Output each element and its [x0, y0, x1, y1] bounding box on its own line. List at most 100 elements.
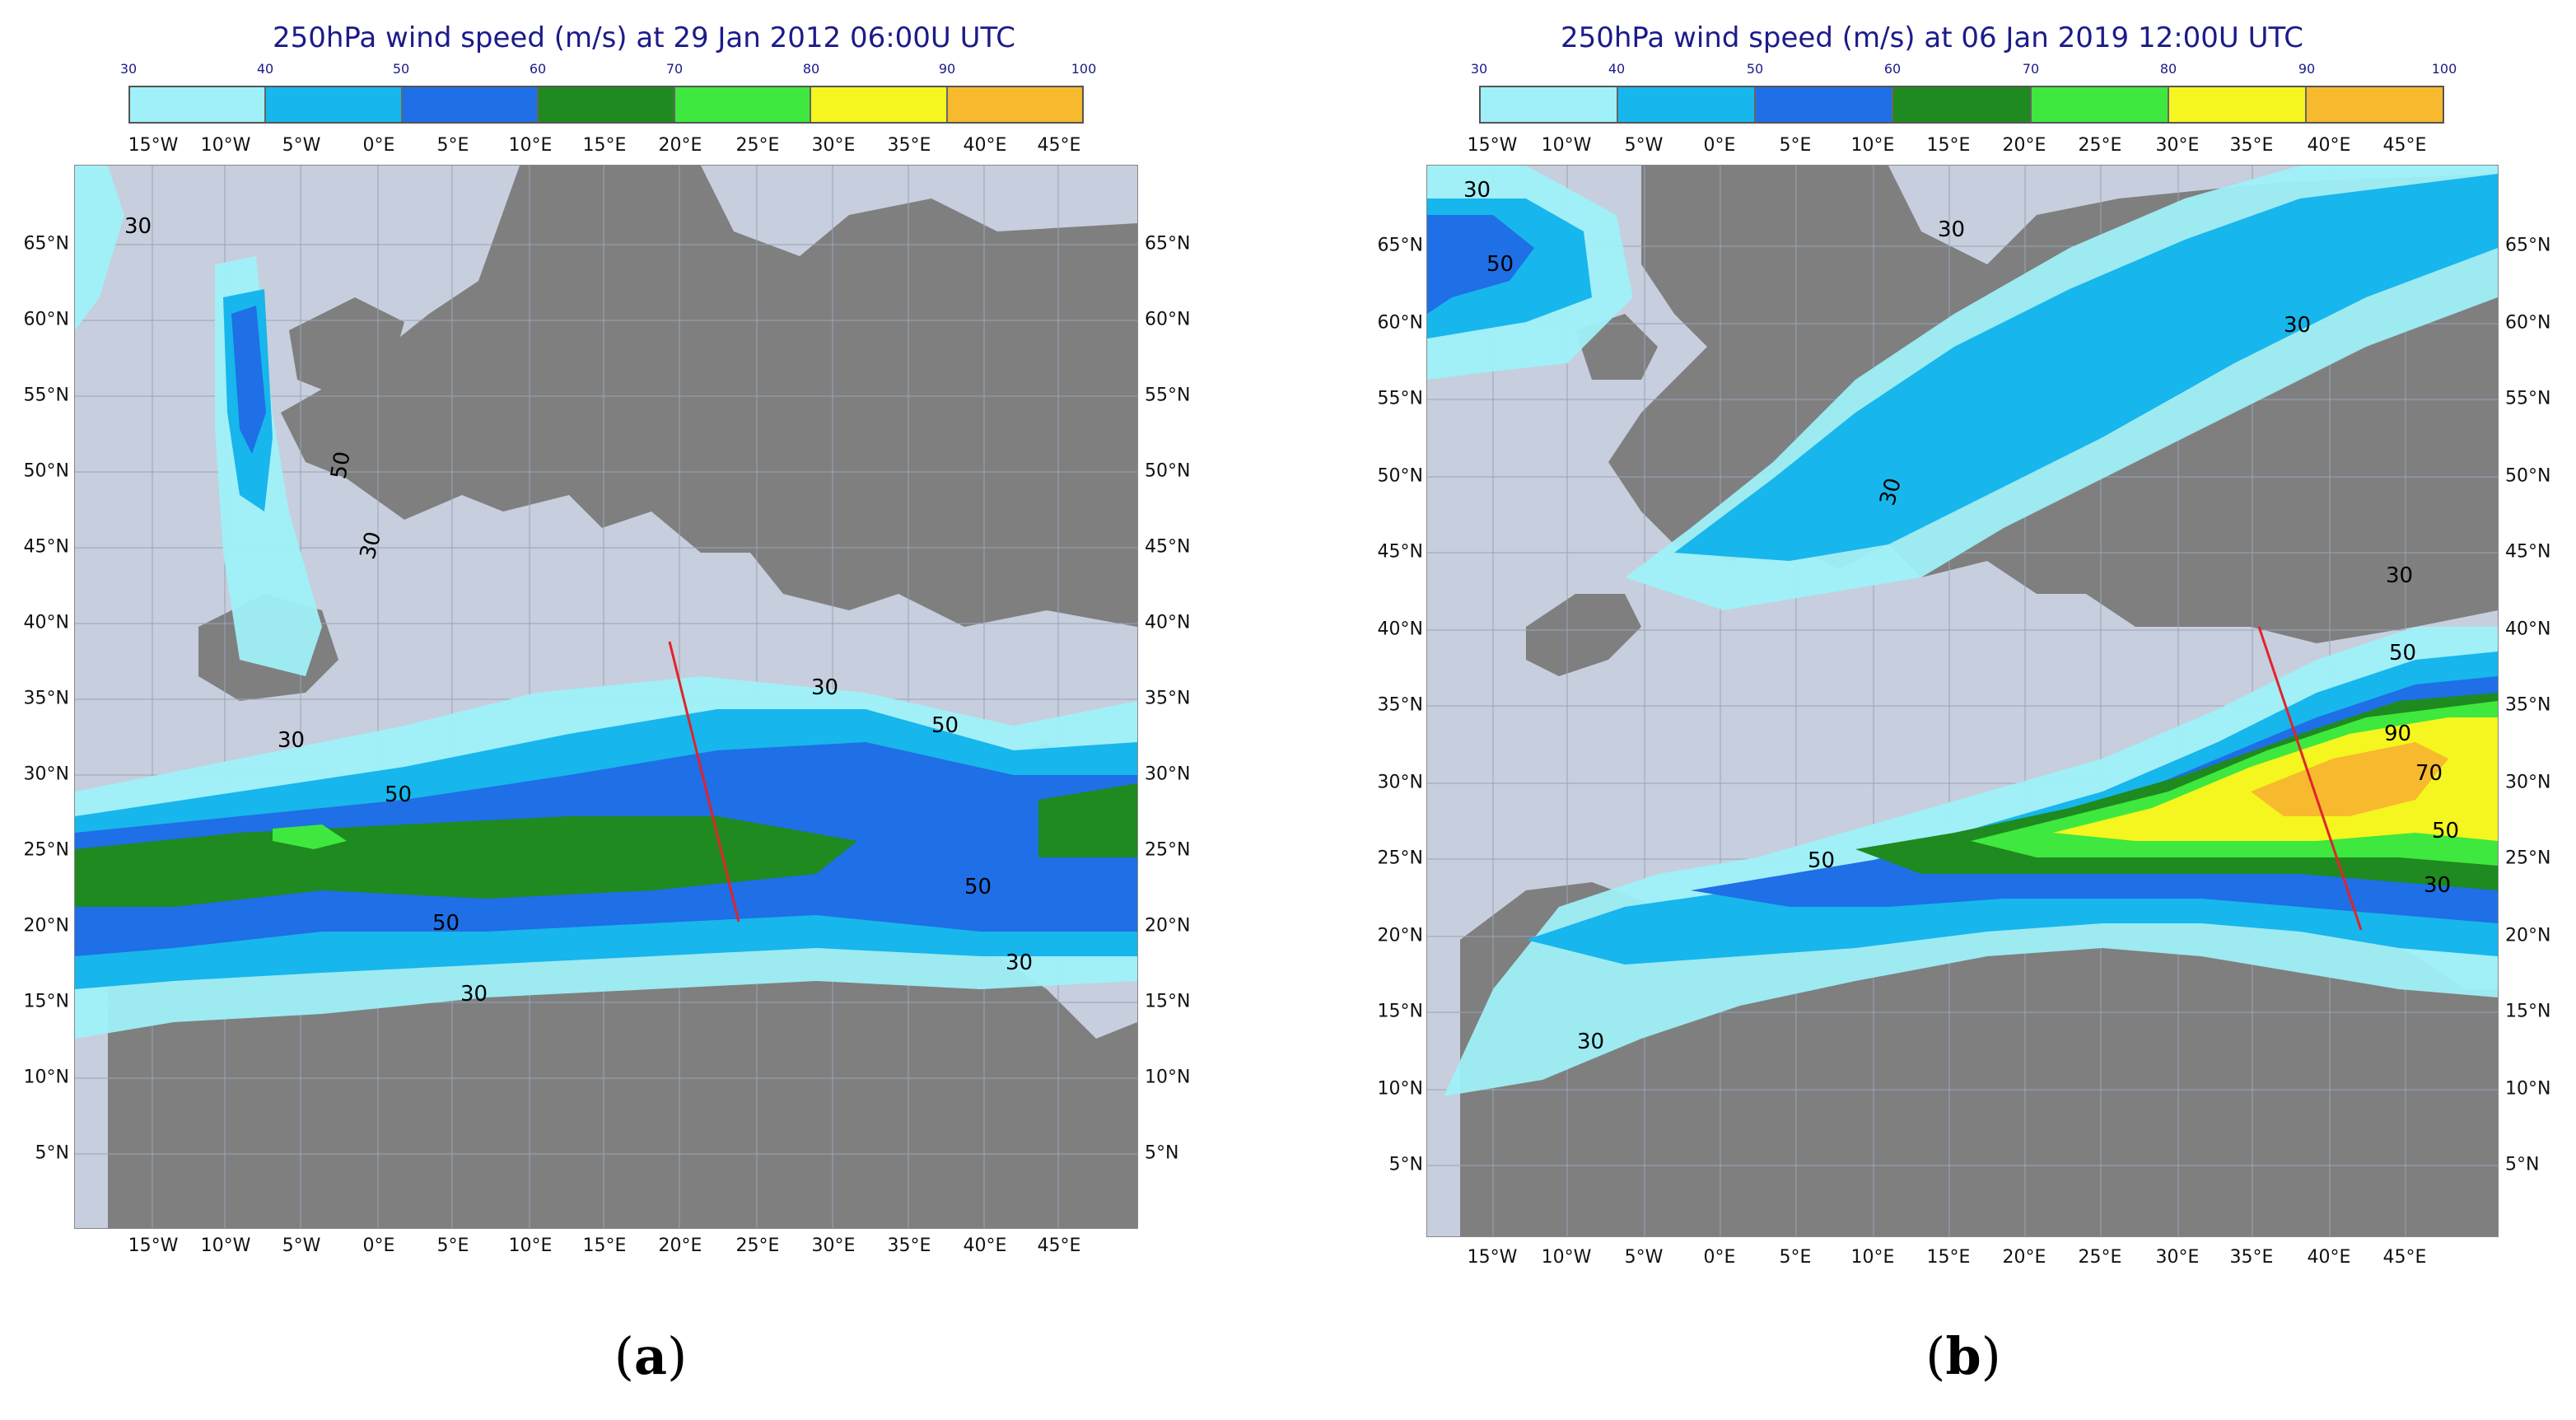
lon-label: 35°E — [2229, 1247, 2274, 1268]
lon-label: 25°E — [2078, 1247, 2122, 1268]
colorbar-segment — [811, 87, 948, 122]
lon-label: 15°E — [1926, 1247, 1971, 1268]
lat-label: 45°N — [1377, 541, 1423, 563]
lat-label: 10°N — [1145, 1067, 1191, 1088]
contour-label: 30 — [278, 728, 305, 753]
lat-label: 35°N — [1145, 688, 1191, 709]
panel-caption: (a) — [614, 1326, 688, 1386]
lon-label: 30°E — [811, 135, 856, 156]
lon-label: 10°E — [508, 135, 553, 156]
lat-label: 60°N — [1145, 309, 1191, 330]
lat-label: 5°N — [35, 1142, 69, 1164]
lat-label: 50°N — [1377, 465, 1423, 487]
lon-label: 5°W — [282, 1235, 321, 1256]
panel-title: 250hPa wind speed (m/s) at 29 Jan 2012 0… — [272, 21, 1016, 54]
lon-label: 10°E — [1850, 1247, 1895, 1268]
lon-label: 35°E — [887, 1235, 931, 1256]
lon-label: 40°E — [963, 135, 1007, 156]
latitude-labels-right: 65°N 60°N 55°N 50°N 45°N 40°N 35°N 30°N … — [2505, 165, 2571, 1235]
colorbar-tick: 60 — [529, 61, 547, 77]
lon-label: 15°W — [1467, 135, 1518, 156]
colorbar-tick: 50 — [1746, 61, 1764, 77]
lat-label: 15°N — [1377, 1001, 1423, 1022]
lon-label: 20°E — [2002, 135, 2046, 156]
lon-label: 40°E — [963, 1235, 1007, 1256]
lat-label: 5°N — [1145, 1142, 1179, 1164]
lon-label: 25°E — [735, 135, 780, 156]
contour-label: 30 — [2386, 563, 2413, 588]
latitude-labels-left: 65°N 60°N 55°N 50°N 45°N 40°N 35°N 30°N … — [3, 165, 69, 1227]
lon-label: 20°E — [2002, 1247, 2046, 1268]
colorbar-tick: 80 — [802, 61, 820, 77]
contour-labels: 30 50 30 30 30 30 50 90 70 50 50 30 30 — [1463, 178, 2459, 1054]
contour-label: 30 — [1577, 1030, 1604, 1054]
contour-label: 30 — [811, 675, 838, 700]
lat-label: 20°N — [1377, 925, 1423, 946]
lat-label: 15°N — [23, 991, 69, 1012]
lat-label: 15°N — [1145, 991, 1191, 1012]
lon-label: 5°E — [436, 1235, 469, 1256]
lat-label: 65°N — [23, 233, 69, 255]
lat-label: 25°N — [23, 839, 69, 861]
lon-label: 5°W — [1624, 1247, 1664, 1268]
cross-section-line — [668, 641, 740, 923]
lat-label: 55°N — [23, 385, 69, 406]
longitude-labels-bottom: 15°W 10°W 5°W 0°E 5°E 10°E 15°E 20°E 25°… — [1428, 1247, 2499, 1268]
lat-label: 35°N — [23, 688, 69, 709]
contour-label: 50 — [964, 875, 992, 899]
lat-label: 20°N — [2505, 925, 2551, 946]
latitude-labels-left: 65°N 60°N 55°N 50°N 45°N 40°N 35°N 30°N … — [1357, 165, 1423, 1235]
lat-label: 30°N — [23, 764, 69, 785]
lon-label: 20°E — [658, 135, 702, 156]
lon-label: 45°E — [2382, 135, 2427, 156]
lon-label: 10°W — [1541, 1247, 1592, 1268]
contour-label: 30 — [2284, 313, 2311, 338]
longitude-labels-bottom: 15°W 10°W 5°W 0°E 5°E 10°E 15°E 20°E 25°… — [76, 1235, 1138, 1257]
colorbar-tick: 70 — [665, 61, 684, 77]
caption-letter: a — [633, 1326, 668, 1386]
colorbar-segment — [1756, 87, 1894, 122]
lon-label: 30°E — [2155, 1247, 2200, 1268]
lat-label: 30°N — [1145, 764, 1191, 785]
contour-labels: 30 50 30 30 30 50 50 50 50 30 30 — [124, 214, 1033, 1007]
lat-label: 45°N — [23, 536, 69, 558]
colorbar-segment — [130, 87, 267, 122]
lat-label: 10°N — [1377, 1078, 1423, 1100]
wind-map-svg: 30 50 30 30 30 50 50 50 50 30 30 — [75, 166, 1137, 1228]
colorbar-segment — [1481, 87, 1619, 122]
colorbar — [1479, 86, 2444, 124]
lon-label: 15°E — [582, 135, 627, 156]
lon-label: 0°E — [362, 135, 395, 156]
contour-label: 30 — [2424, 873, 2451, 898]
lon-label: 15°W — [128, 135, 179, 156]
colorbar-tick: 90 — [2298, 61, 2316, 77]
lon-label: 10°E — [1850, 135, 1895, 156]
lon-label: 25°E — [2078, 135, 2122, 156]
colorbar-segment — [2031, 87, 2169, 122]
colorbar-segment — [947, 87, 1082, 122]
cross-section-line — [2257, 626, 2363, 931]
contour-label: 50 — [432, 911, 460, 936]
wind-shading — [75, 166, 1137, 1039]
lon-label: 15°W — [1467, 1247, 1518, 1268]
lat-label: 60°N — [23, 309, 69, 330]
lon-label: 0°E — [1703, 135, 1736, 156]
lat-label: 25°N — [2505, 848, 2551, 869]
contour-label: 30 — [1463, 178, 1491, 203]
lat-label: 55°N — [2505, 388, 2551, 409]
lon-label: 15°E — [582, 1235, 627, 1256]
lon-label: 15°W — [128, 1235, 179, 1256]
lat-label: 45°N — [2505, 541, 2551, 563]
lon-label: 35°E — [2229, 135, 2274, 156]
colorbar-tick: 30 — [1470, 61, 1488, 77]
contour-label: 50 — [1486, 252, 1514, 277]
lat-label: 60°N — [1377, 312, 1423, 334]
lon-label: 35°E — [887, 135, 931, 156]
colorbar-tick: 50 — [392, 61, 410, 77]
contour-label: 30 — [1006, 951, 1033, 975]
lon-label: 10°W — [1541, 135, 1592, 156]
panel-caption: (b) — [1925, 1326, 2001, 1386]
colorbar-tick: 90 — [938, 61, 956, 77]
lat-label: 50°N — [2505, 465, 2551, 487]
panel-title: 250hPa wind speed (m/s) at 06 Jan 2019 1… — [1560, 21, 2304, 54]
